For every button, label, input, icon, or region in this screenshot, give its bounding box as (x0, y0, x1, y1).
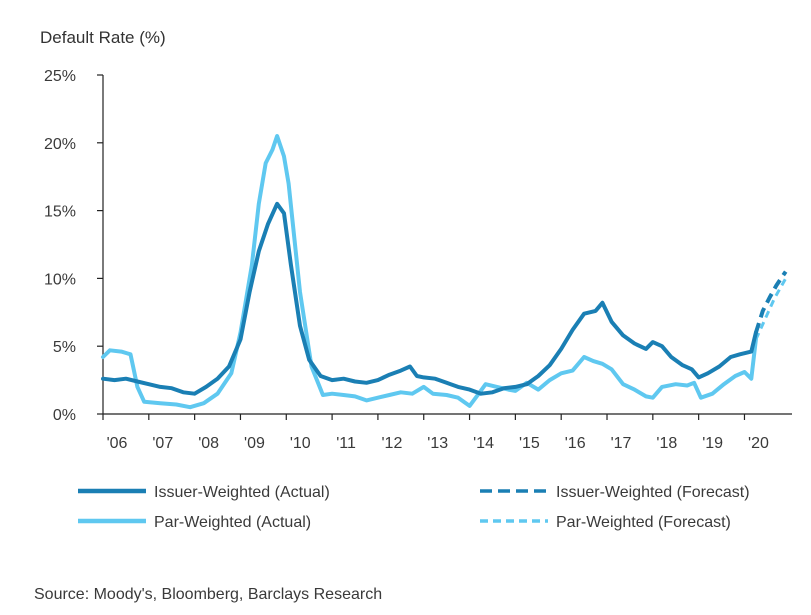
y-tick-label: 5% (53, 339, 76, 356)
x-tick-label: '17 (611, 435, 632, 452)
x-tick-label: '11 (336, 435, 356, 452)
y-tick-label: 0% (53, 407, 76, 424)
x-tick-label: '20 (748, 435, 769, 452)
legend-label: Issuer-Weighted (Forecast) (556, 484, 750, 501)
axes: 0% 5% 10% 15% 20% 25% '06 '07 '08 '09 '10 '11 '12 '13… (44, 68, 792, 452)
y-axis-title: Default Rate (%) (40, 28, 166, 47)
y-tick-label: 20% (44, 136, 76, 153)
y-tick-label: 15% (44, 204, 76, 221)
x-tick-label: '09 (244, 435, 265, 452)
legend: Issuer-Weighted (Actual) Issuer-Weighted … (78, 484, 750, 531)
x-tick-label: '14 (473, 435, 494, 452)
x-tick-label: '19 (702, 435, 723, 452)
y-tick-label: 25% (44, 68, 76, 85)
x-tick-label: '07 (152, 435, 173, 452)
y-tick-label: 10% (44, 271, 76, 288)
legend-label: Issuer-Weighted (Actual) (154, 484, 330, 501)
legend-label: Par-Weighted (Forecast) (556, 514, 731, 531)
legend-label: Par-Weighted (Actual) (154, 514, 311, 531)
source-note: Source: Moody's, Bloomberg, Barclays Res… (34, 586, 383, 603)
x-tick-label: '13 (427, 435, 448, 452)
x-tick-label: '10 (290, 435, 311, 452)
x-tick-label: '12 (381, 435, 402, 452)
x-tick-label: '18 (656, 435, 677, 452)
x-tick-label: '08 (198, 435, 219, 452)
series-line-issuer-weighted-actual (101, 201, 758, 396)
series-line-par-weighted-forecast (754, 277, 788, 341)
series-layer (101, 134, 788, 410)
series-line-par-weighted-actual (101, 134, 758, 410)
x-tick-label: '16 (565, 435, 586, 452)
x-tick-label: '15 (519, 435, 540, 452)
x-tick-label: '06 (107, 435, 128, 452)
series-line-issuer-weighted-forecast (753, 270, 788, 334)
